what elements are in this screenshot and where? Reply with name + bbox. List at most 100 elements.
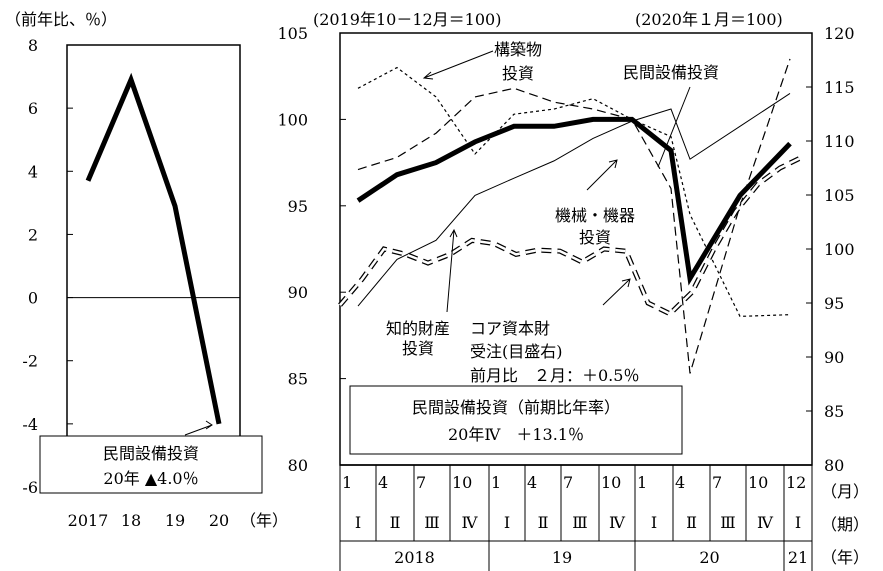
- axis-month-label: 10: [748, 473, 768, 492]
- series-line-1: [357, 66, 791, 318]
- left-y-tick-label: 4: [28, 162, 38, 181]
- left-series-line: [85, 72, 222, 425]
- left-y-tick-label: 6: [28, 99, 38, 118]
- axis-year-label: 19: [552, 548, 572, 567]
- left-y-tick-label: -2: [22, 352, 38, 371]
- axis-year-label: 21: [788, 548, 808, 567]
- annotation-structures-2: 投資: [502, 64, 534, 83]
- right-y-ticks-left: 105 100 95 90 85 80: [277, 24, 346, 475]
- axis-period-label: Ⅱ: [390, 513, 401, 532]
- axis-month-label: 4: [378, 473, 388, 492]
- axis-month-label: 7: [416, 473, 426, 492]
- axis-month-label: 12: [786, 473, 806, 492]
- right-series-group: [338, 58, 804, 374]
- annotation-private-investment-leader: [657, 86, 691, 168]
- left-x-tick-label: 19: [165, 511, 185, 530]
- axis-month-label: 1: [342, 473, 352, 492]
- annotation-core-3: 前月比 ２月：＋0.5％: [470, 366, 639, 385]
- right-y-ticks-right: 120 115 110 105 100 95 90 85 80: [806, 24, 855, 475]
- right-right-tick-label: 85: [824, 402, 844, 421]
- right-left-tick-label: 80: [288, 456, 308, 475]
- axis-period-label: Ⅲ: [720, 513, 735, 532]
- left-x-tick-label: 2017: [68, 511, 109, 530]
- annotation-core-arrow: [602, 278, 631, 306]
- axis-period-label: Ⅳ: [462, 513, 479, 532]
- series-line-2: [357, 58, 791, 374]
- axis-month-label: 1: [637, 473, 647, 492]
- right-right-tick-label: 115: [824, 78, 855, 97]
- axis-row-unit: （期）: [821, 515, 869, 534]
- right-right-tick-label: 95: [824, 294, 844, 313]
- axis-month-label: 1: [491, 473, 501, 492]
- annotation-machinery-1: 機械・機器: [555, 206, 635, 225]
- series-line-3: [357, 93, 791, 307]
- right-right-tick-label: 90: [824, 348, 844, 367]
- right-right-tick-label: 105: [824, 186, 855, 205]
- right-left-tick-label: 90: [288, 283, 308, 302]
- annotation-structures-arrow: [422, 50, 494, 80]
- left-y-tick-label: 2: [28, 225, 38, 244]
- right-left-tick-label: 95: [288, 197, 308, 216]
- left-y-tick-label: 0: [28, 289, 38, 308]
- left-y-tick-label: 8: [28, 36, 38, 55]
- summary-line-2: 20年Ⅳ ＋13.1％: [448, 425, 584, 444]
- left-annotation-line-2: 20年 ▲4.0％: [103, 469, 198, 488]
- axis-row-unit: （月）: [821, 482, 869, 501]
- axis-month-label: 7: [563, 473, 573, 492]
- axis-period-label: Ⅰ: [504, 513, 510, 532]
- right-right-tick-label: 100: [824, 240, 855, 259]
- annotation-ip-2: 投資: [402, 339, 434, 358]
- annotation-private-investment: 民間設備投資: [623, 63, 719, 82]
- axis-period-label: Ⅲ: [424, 513, 439, 532]
- summary-line-1: 民間設備投資（前期比年率）: [412, 398, 620, 417]
- annotation-machinery-2: 投資: [579, 228, 611, 247]
- axis-row-unit: （年）: [821, 548, 869, 567]
- left-x-unit: （年）: [240, 511, 288, 530]
- left-plot-frame: [66, 44, 241, 488]
- right-left-tick-label: 100: [277, 110, 308, 129]
- axis-period-label: Ⅰ: [795, 513, 801, 532]
- right-left-tick-label: 105: [277, 24, 308, 43]
- summary-box: [349, 385, 683, 455]
- left-x-ticks: 2017 18 19 20: [68, 511, 230, 530]
- left-x-tick-label: 18: [121, 511, 141, 530]
- axis-period-label: Ⅰ: [355, 513, 361, 532]
- right-right-unit-label: (2020年１月＝100): [635, 10, 783, 29]
- right-right-tick-label: 80: [824, 456, 844, 475]
- right-left-unit-label: (2019年10－12月＝100): [313, 10, 501, 29]
- right-left-tick-label: 85: [288, 370, 308, 389]
- axis-month-label: 4: [675, 473, 685, 492]
- axis-period-label: Ⅳ: [757, 513, 774, 532]
- axis-period-label: Ⅲ: [572, 513, 587, 532]
- axis-period-label: Ⅱ: [538, 513, 549, 532]
- annotation-structures-1: 構築物: [494, 40, 542, 59]
- axis-year-label: 2018: [394, 548, 435, 567]
- left-x-tick-label: 20: [209, 511, 229, 530]
- axis-month-label: 10: [601, 473, 621, 492]
- series-line-0: [356, 116, 792, 286]
- left-unit-label: （前年比、％）: [5, 10, 117, 29]
- series-core-capital-inner: [339, 156, 803, 316]
- left-annotation-line-1: 民間設備投資: [103, 444, 199, 463]
- annotation-core-2: 受注(目盛右): [470, 342, 563, 361]
- axis-period-label: Ⅱ: [686, 513, 697, 532]
- axis-period-label: Ⅰ: [651, 513, 657, 532]
- annotation-machinery-arrow: [586, 159, 618, 191]
- axis-month-label: 10: [452, 473, 472, 492]
- right-x-axis-table: 1 4 7 10 1 4 7 10 1 4 7 10 12 Ⅰ Ⅱ Ⅲ Ⅳ Ⅰ Ⅱ Ⅲ Ⅳ Ⅰ Ⅱ Ⅲ Ⅳ Ⅰ 2018 19 20 21…: [339, 464, 869, 571]
- axis-month-label: 4: [527, 473, 537, 492]
- right-chart: (2019年10－12月＝100) (2020年１月＝100) 105 100 95…: [277, 10, 869, 571]
- annotation-ip-arrow: [446, 228, 458, 313]
- left-annotation-arrow: [184, 420, 213, 436]
- right-right-tick-label: 120: [824, 24, 855, 43]
- left-y-tick-label: -6: [22, 478, 38, 497]
- right-right-tick-label: 110: [824, 132, 855, 151]
- axis-month-label: 7: [712, 473, 722, 492]
- annotation-core-1: コア資本財: [470, 319, 550, 338]
- left-y-tick-label: -4: [22, 415, 38, 434]
- left-annotation-box: [39, 435, 263, 494]
- annotation-ip-1: 知的財産: [386, 319, 450, 338]
- series-core-capital-outer: [338, 154, 804, 317]
